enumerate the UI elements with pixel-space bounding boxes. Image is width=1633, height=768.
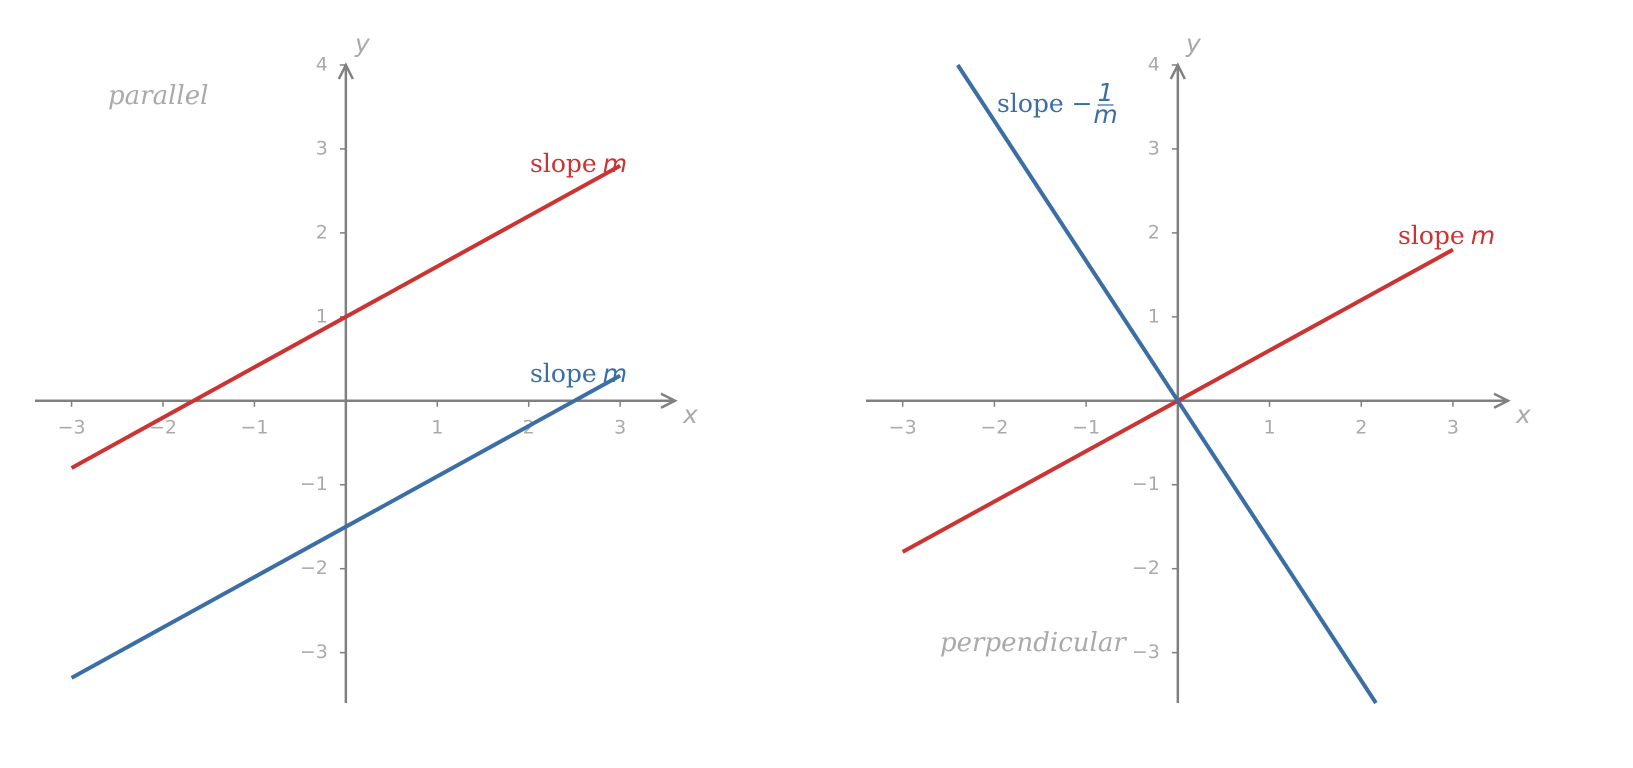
x-tick-label: 1 (1263, 416, 1275, 438)
y-tick-label: −2 (1132, 557, 1160, 579)
y-axis-label: y (1185, 29, 1202, 58)
y-tick-label: 2 (316, 221, 328, 243)
series-label-text: slope (530, 359, 597, 388)
series-line (70, 373, 622, 680)
y-tick-label: −2 (300, 557, 328, 579)
series-label-math: m (603, 149, 627, 178)
y-tick-label: −3 (1132, 641, 1160, 663)
series-line (70, 163, 622, 470)
y-arrow (1169, 62, 1186, 80)
x-tick-label: −3 (58, 416, 86, 438)
y-tick-label: −1 (1132, 473, 1160, 495)
y-tick-label: −3 (300, 641, 328, 663)
y-tick-label: 3 (1148, 137, 1160, 159)
fraction-denominator: m (1093, 100, 1117, 129)
x-arrow (1493, 392, 1511, 409)
series-label: slope m (1398, 221, 1495, 251)
x-axis-label: x (1515, 400, 1531, 429)
series-label-text: slope − (997, 89, 1093, 118)
series-label-text: slope (530, 149, 597, 178)
x-tick-label: −3 (889, 416, 917, 438)
annotation: perpendicular (940, 628, 1127, 658)
x-tick-label: 2 (1355, 416, 1367, 438)
y-tick-label: 1 (316, 305, 328, 327)
series-label: slope − (997, 89, 1093, 118)
y-tick-label: 4 (1148, 54, 1160, 76)
y-tick-label: 3 (316, 137, 328, 159)
series-label: slope m (530, 359, 627, 389)
x-tick-label: −1 (240, 416, 268, 438)
annotation: parallel (108, 81, 208, 111)
series-line (956, 63, 1378, 705)
x-tick-label: −1 (1072, 416, 1100, 438)
y-tick-label: 1 (1148, 305, 1160, 327)
x-axis-label: x (682, 400, 698, 429)
series-label: slope m (530, 149, 627, 179)
y-axis-label: y (354, 29, 371, 58)
fraction-numerator: 1 (1098, 78, 1114, 107)
y-tick-label: 2 (1148, 221, 1160, 243)
x-tick-label: 3 (1447, 416, 1459, 438)
series-label-math: m (603, 359, 627, 388)
y-tick-label: −1 (300, 473, 328, 495)
y-tick-label: 4 (316, 54, 328, 76)
x-arrow (660, 392, 678, 409)
series-label-math: m (1471, 221, 1495, 250)
x-tick-label: 1 (431, 416, 443, 438)
x-tick-label: 3 (614, 416, 626, 438)
series-label-text: slope (1398, 221, 1465, 250)
x-tick-label: −2 (980, 416, 1008, 438)
